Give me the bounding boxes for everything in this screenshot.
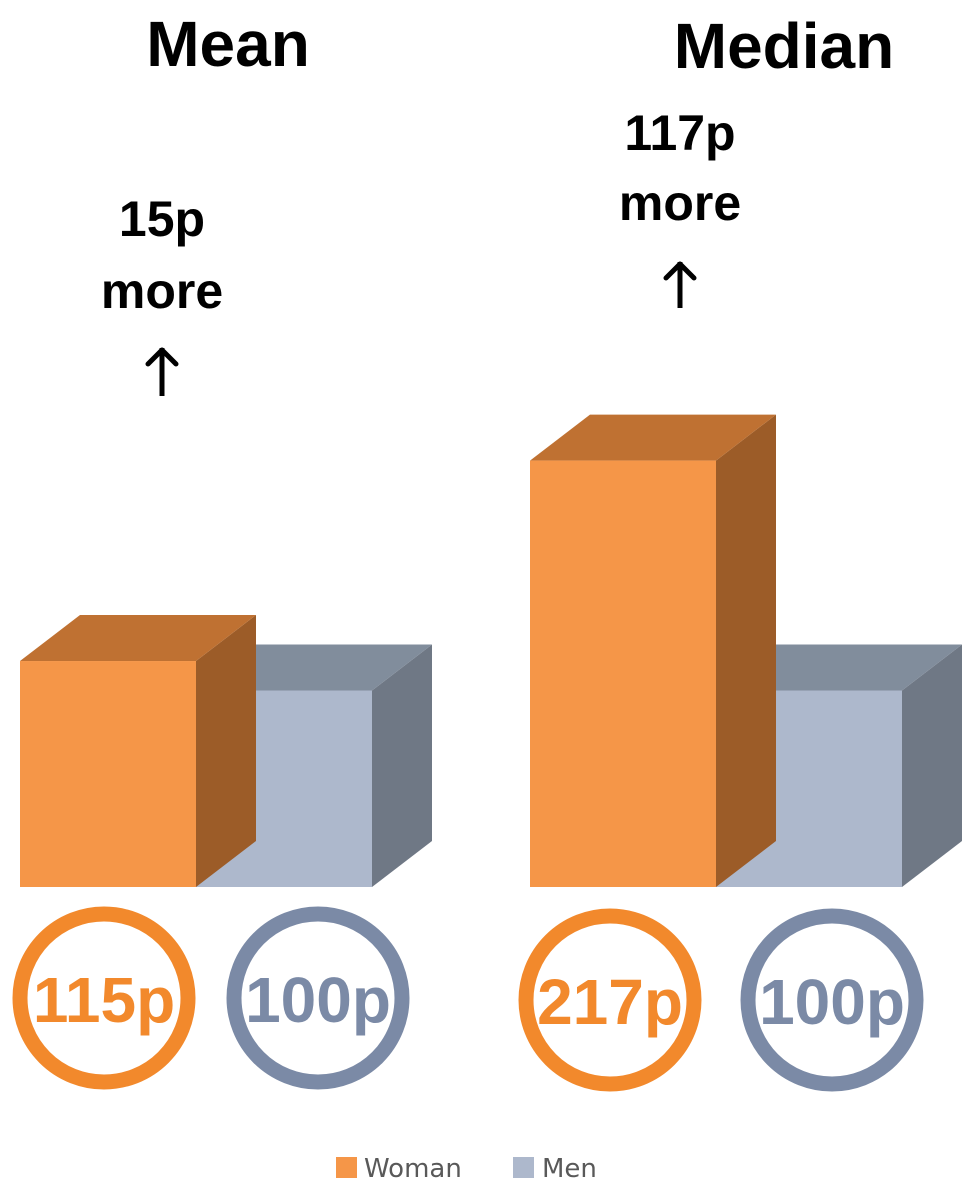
legend-swatch [513,1157,534,1178]
legend-item-woman: Woman [336,1154,462,1184]
men-bar [716,644,962,887]
up-arrow-icon [663,261,697,308]
legend-label: Men [542,1154,597,1184]
difference-more-label: more [619,175,741,231]
difference-more-label: more [101,263,223,319]
bar-top-face [20,615,256,662]
bar-side-face [902,644,962,887]
ring-circle [518,908,702,1092]
men-value-ring: 100p [226,906,410,1090]
value-label: 115p [33,964,175,1036]
bar-side-face [716,414,776,887]
legend-label: Woman [364,1154,462,1184]
legend-item-men: Men [513,1154,597,1184]
bar-front-face [20,661,196,887]
value-label: 100p [759,966,905,1038]
woman-bar [530,414,776,887]
bar-front-face [530,460,716,887]
ring-circle [12,906,196,1090]
woman-value-ring: 115p [12,906,196,1090]
median-panel: Median 117p more 217p 100p [518,10,962,1092]
ring-circle [740,908,924,1092]
up-arrow-icon [145,347,179,396]
men-value-ring: 100p [740,908,924,1092]
ring-circle [226,906,410,1090]
woman-value-ring: 217p [518,908,702,1092]
bar-side-face [372,644,432,887]
woman-bar [20,615,256,887]
value-label: 217p [537,966,683,1038]
value-label: 100p [245,964,391,1036]
difference-amount-label: 15p [119,191,205,247]
difference-amount-label: 117p [624,105,735,161]
bar-side-face [196,615,256,887]
bar-top-face [716,644,962,691]
legend: Woman Men [336,1154,597,1184]
bar-top-face [530,414,776,461]
panel-title: Mean [146,8,310,80]
legend-swatch [336,1157,357,1178]
mean-panel: Mean 15p more 115p 100p [12,8,432,1090]
panel-title: Median [674,10,894,82]
